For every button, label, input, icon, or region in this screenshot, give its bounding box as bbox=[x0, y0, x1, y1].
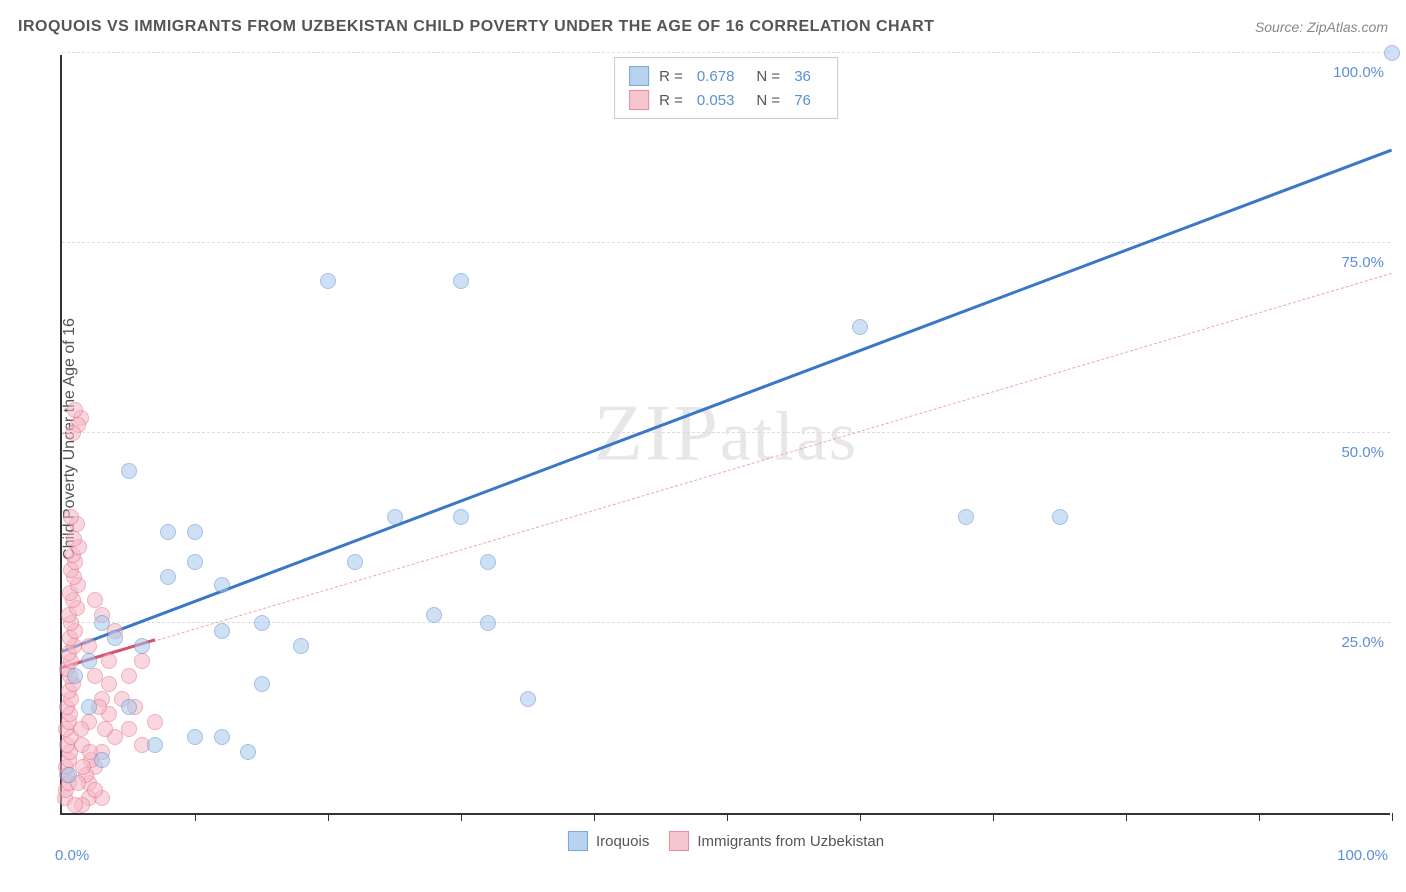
data-point bbox=[81, 638, 97, 654]
x-tick bbox=[594, 813, 595, 821]
data-point bbox=[75, 759, 91, 775]
legend-swatch bbox=[669, 831, 689, 851]
data-point bbox=[214, 577, 230, 593]
data-point bbox=[240, 744, 256, 760]
data-point bbox=[480, 554, 496, 570]
x-tick bbox=[461, 813, 462, 821]
legend-r-label: R = bbox=[659, 92, 683, 109]
data-point bbox=[81, 699, 97, 715]
y-tick-label: 50.0% bbox=[1341, 444, 1384, 461]
data-point bbox=[67, 668, 83, 684]
data-point bbox=[87, 592, 103, 608]
data-point bbox=[187, 554, 203, 570]
x-tick bbox=[1126, 813, 1127, 821]
data-point bbox=[453, 509, 469, 525]
data-point bbox=[87, 782, 103, 798]
data-point bbox=[101, 653, 117, 669]
legend-n-label: N = bbox=[756, 68, 780, 85]
data-point bbox=[97, 721, 113, 737]
series-legend: Iroquois Immigrants from Uzbekistan bbox=[568, 831, 884, 851]
data-point bbox=[65, 425, 81, 441]
x-tick bbox=[1392, 813, 1393, 821]
data-point bbox=[214, 623, 230, 639]
data-point bbox=[160, 524, 176, 540]
data-point bbox=[67, 797, 83, 813]
data-point bbox=[254, 676, 270, 692]
y-tick-label: 25.0% bbox=[1341, 634, 1384, 651]
data-point bbox=[121, 668, 137, 684]
data-point bbox=[254, 615, 270, 631]
data-point bbox=[94, 752, 110, 768]
x-tick bbox=[727, 813, 728, 821]
gridline bbox=[62, 432, 1390, 433]
x-tick bbox=[860, 813, 861, 821]
chart-header: IROQUOIS VS IMMIGRANTS FROM UZBEKISTAN C… bbox=[18, 18, 1388, 36]
x-axis-min-label: 0.0% bbox=[55, 847, 89, 864]
gridline bbox=[62, 242, 1390, 243]
data-point bbox=[121, 699, 137, 715]
data-point bbox=[1384, 45, 1400, 61]
legend-label: Iroquois bbox=[596, 833, 649, 850]
data-point bbox=[187, 524, 203, 540]
trend-line bbox=[62, 272, 1392, 668]
data-point bbox=[61, 767, 77, 783]
data-point bbox=[520, 691, 536, 707]
y-tick-label: 75.0% bbox=[1341, 254, 1384, 271]
correlation-legend: R = 0.678 N = 36 R = 0.053 N = 76 bbox=[614, 57, 838, 119]
data-point bbox=[480, 615, 496, 631]
data-point bbox=[426, 607, 442, 623]
data-point bbox=[134, 653, 150, 669]
data-point bbox=[453, 273, 469, 289]
plot-area: ZIPatlas R =0.678N =36R =0.053N =76 Iroq… bbox=[60, 55, 1390, 815]
trend-line bbox=[61, 149, 1392, 653]
data-point bbox=[147, 714, 163, 730]
legend-n-value: 36 bbox=[794, 68, 811, 85]
data-point bbox=[147, 737, 163, 753]
legend-r-value: 0.053 bbox=[697, 92, 735, 109]
legend-r-value: 0.678 bbox=[697, 68, 735, 85]
legend-n-label: N = bbox=[756, 92, 780, 109]
data-point bbox=[852, 319, 868, 335]
data-point bbox=[67, 402, 83, 418]
x-tick bbox=[195, 813, 196, 821]
legend-n-value: 76 bbox=[794, 92, 811, 109]
data-point bbox=[347, 554, 363, 570]
legend-swatch bbox=[568, 831, 588, 851]
legend-row: R = 0.053 N = 76 bbox=[629, 88, 823, 112]
data-point bbox=[121, 463, 137, 479]
chart-title: IROQUOIS VS IMMIGRANTS FROM UZBEKISTAN C… bbox=[18, 18, 934, 36]
data-point bbox=[1052, 509, 1068, 525]
data-point bbox=[387, 509, 403, 525]
legend-r-label: R = bbox=[659, 68, 683, 85]
data-point bbox=[160, 569, 176, 585]
legend-item: Iroquois bbox=[568, 831, 649, 851]
data-point bbox=[73, 721, 89, 737]
legend-row: R = 0.678 N = 36 bbox=[629, 64, 823, 88]
gridline bbox=[62, 52, 1390, 53]
y-tick-label: 100.0% bbox=[1333, 64, 1384, 81]
data-point bbox=[134, 638, 150, 654]
x-tick bbox=[328, 813, 329, 821]
data-point bbox=[187, 729, 203, 745]
data-point bbox=[81, 653, 97, 669]
legend-swatch bbox=[629, 66, 649, 86]
data-point bbox=[320, 273, 336, 289]
x-tick bbox=[993, 813, 994, 821]
legend-swatch bbox=[629, 90, 649, 110]
data-point bbox=[121, 721, 137, 737]
data-point bbox=[66, 531, 82, 547]
data-point bbox=[214, 729, 230, 745]
data-point bbox=[107, 630, 123, 646]
data-point bbox=[63, 509, 79, 525]
chart-source: Source: ZipAtlas.com bbox=[1255, 19, 1388, 35]
legend-label: Immigrants from Uzbekistan bbox=[697, 833, 884, 850]
x-axis-max-label: 100.0% bbox=[1337, 847, 1388, 864]
data-point bbox=[958, 509, 974, 525]
data-point bbox=[101, 676, 117, 692]
data-point bbox=[94, 615, 110, 631]
legend-item: Immigrants from Uzbekistan bbox=[669, 831, 884, 851]
x-tick bbox=[1259, 813, 1260, 821]
data-point bbox=[293, 638, 309, 654]
